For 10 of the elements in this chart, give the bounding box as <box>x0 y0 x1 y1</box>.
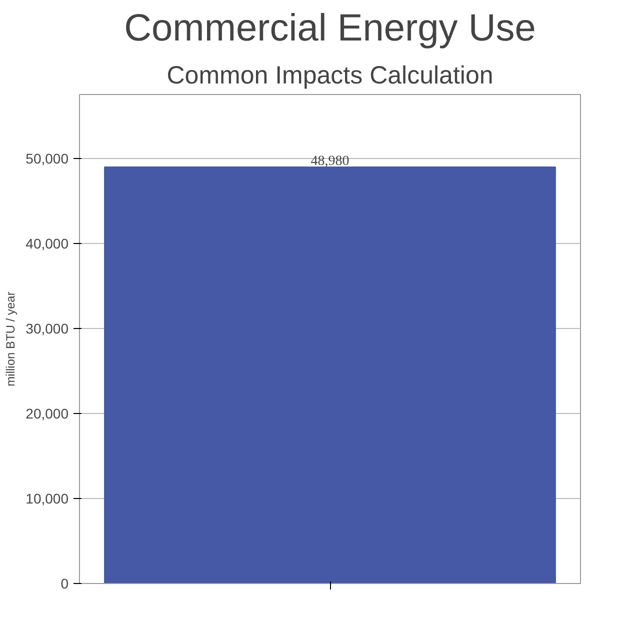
y-tick-label: 10,000 <box>26 490 69 506</box>
y-tick-label: 20,000 <box>26 405 69 422</box>
y-tick-label: 40,000 <box>26 235 69 252</box>
y-tick-label: 50,000 <box>26 150 69 166</box>
chart-title: Commercial Energy Use <box>124 8 536 50</box>
y-tick-label: 0 <box>60 576 69 592</box>
y-axis-title: million BTU / year <box>4 292 18 386</box>
data-label: 48,980 <box>310 154 350 169</box>
y-tick-label: 30,000 <box>26 320 69 336</box>
chart-subtitle: Common Impacts Calculation <box>166 62 494 90</box>
